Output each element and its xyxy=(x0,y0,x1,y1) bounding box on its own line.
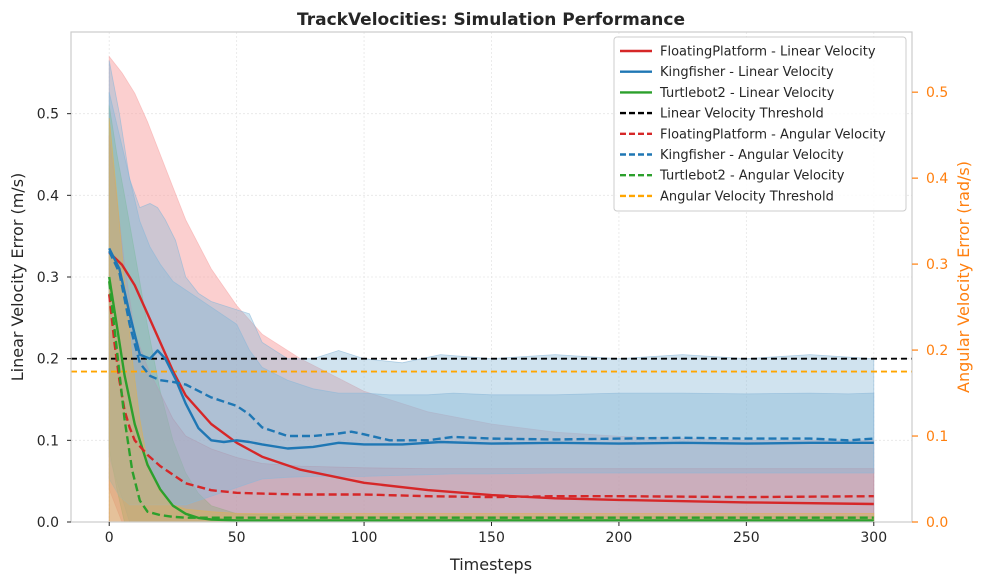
kingfisher-linear-velocity-line xyxy=(108,247,874,450)
legend-label-kingfisher-angular-velocity: Kingfisher - Angular Velocity xyxy=(660,148,844,163)
turtlebot2-angular-velocity-line xyxy=(108,281,874,519)
right-y-axis-label: Angular Velocity Error (rad/s) xyxy=(954,161,973,393)
right-y-axis-ticks: 0.0 0.1 0.2 0.3 0.4 0.5 xyxy=(912,85,948,531)
x-tick-label-1: 50 xyxy=(228,530,246,546)
left-y-axis-ticks: 0.0 0.1 0.2 0.3 0.4 0.5 xyxy=(37,107,71,531)
legend-label-floatingplatform-linear-velocity: FloatingPlatform - Linear Velocity xyxy=(660,45,876,60)
floatingplatform-angular-velocity-line xyxy=(108,294,874,499)
left-y-tick-label-1: 0.1 xyxy=(37,433,59,449)
right-y-tick-label-1: 0.1 xyxy=(926,429,948,445)
x-tick-label-0: 0 xyxy=(105,530,114,546)
x-tick-label-4: 200 xyxy=(606,530,633,546)
left-y-tick-label-3: 0.3 xyxy=(37,270,59,286)
right-y-tick-label-0: 0.0 xyxy=(926,515,948,531)
left-y-tick-label-5: 0.5 xyxy=(37,107,59,123)
legend-label-kingfisher-linear-velocity: Kingfisher - Linear Velocity xyxy=(660,65,834,80)
legend-box xyxy=(613,36,907,212)
left-y-tick-label-4: 0.4 xyxy=(37,188,59,204)
x-axis-label: Timesteps xyxy=(449,555,532,574)
legend-label-floatingplatform-angular-velocity: FloatingPlatform - Angular Velocity xyxy=(660,127,886,142)
x-tick-label-2: 100 xyxy=(351,530,378,546)
right-y-tick-label-4: 0.4 xyxy=(926,171,948,187)
right-y-tick-label-2: 0.2 xyxy=(926,343,948,359)
legend: FloatingPlatform - Linear Velocity Kingfi… xyxy=(613,36,907,212)
turtlebot2-linear-velocity-line xyxy=(108,276,874,522)
legend-label-linear-velocity-threshold: Linear Velocity Threshold xyxy=(660,107,824,122)
left-y-axis-label: Linear Velocity Error (m/s) xyxy=(8,173,27,382)
chart-title: TrackVelocities: Simulation Performance xyxy=(297,10,685,30)
x-tick-label-3: 150 xyxy=(478,530,505,546)
x-tick-label-5: 250 xyxy=(733,530,760,546)
kingfisher-angular-velocity-band xyxy=(108,92,875,506)
kingfisher-angular-velocity-line xyxy=(108,250,874,442)
legend-label-turtlebot2-angular-velocity: Turtlebot2 - Angular Velocity xyxy=(659,169,845,184)
x-tick-label-6: 300 xyxy=(860,530,887,546)
legend-label-angular-velocity-threshold: Angular Velocity Threshold xyxy=(660,189,834,204)
left-y-tick-label-2: 0.2 xyxy=(37,352,59,368)
x-axis-ticks: 0 50 100 150 200 250 300 xyxy=(105,522,887,546)
left-y-tick-label-0: 0.0 xyxy=(37,515,59,531)
threshold-lines xyxy=(71,357,912,373)
floatingplatform-linear-velocity-line xyxy=(108,251,874,506)
legend-label-turtlebot2-linear-velocity: Turtlebot2 - Linear Velocity xyxy=(659,86,835,101)
series-lines xyxy=(108,247,874,522)
right-y-tick-label-5: 0.5 xyxy=(926,85,948,101)
right-y-tick-label-3: 0.3 xyxy=(926,257,948,273)
